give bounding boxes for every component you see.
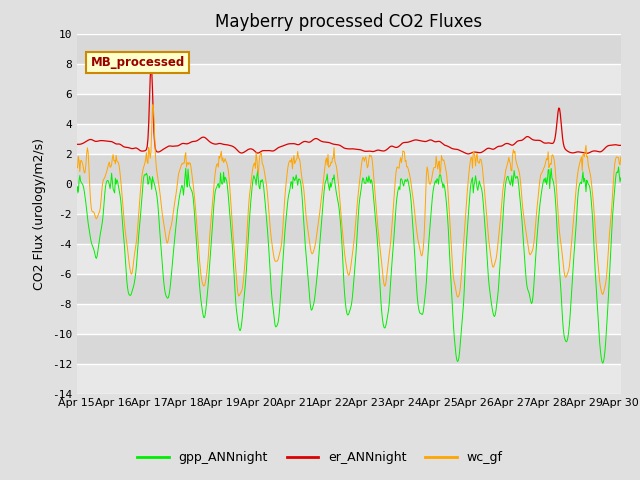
Bar [77, 34, 621, 64]
Bar [77, 214, 621, 244]
Bar [77, 244, 621, 274]
Bar [77, 154, 621, 184]
Bar [77, 94, 621, 124]
Bar [77, 274, 621, 304]
Legend: gpp_ANNnight, er_ANNnight, wc_gf: gpp_ANNnight, er_ANNnight, wc_gf [132, 446, 508, 469]
Bar [77, 124, 621, 154]
Bar [77, 184, 621, 214]
Bar [77, 64, 621, 94]
Y-axis label: CO2 Flux (urology/m2/s): CO2 Flux (urology/m2/s) [33, 138, 46, 289]
Bar [77, 304, 621, 334]
Text: MB_processed: MB_processed [90, 56, 185, 69]
Bar [77, 364, 621, 394]
Bar [77, 334, 621, 364]
Title: Mayberry processed CO2 Fluxes: Mayberry processed CO2 Fluxes [215, 12, 483, 31]
